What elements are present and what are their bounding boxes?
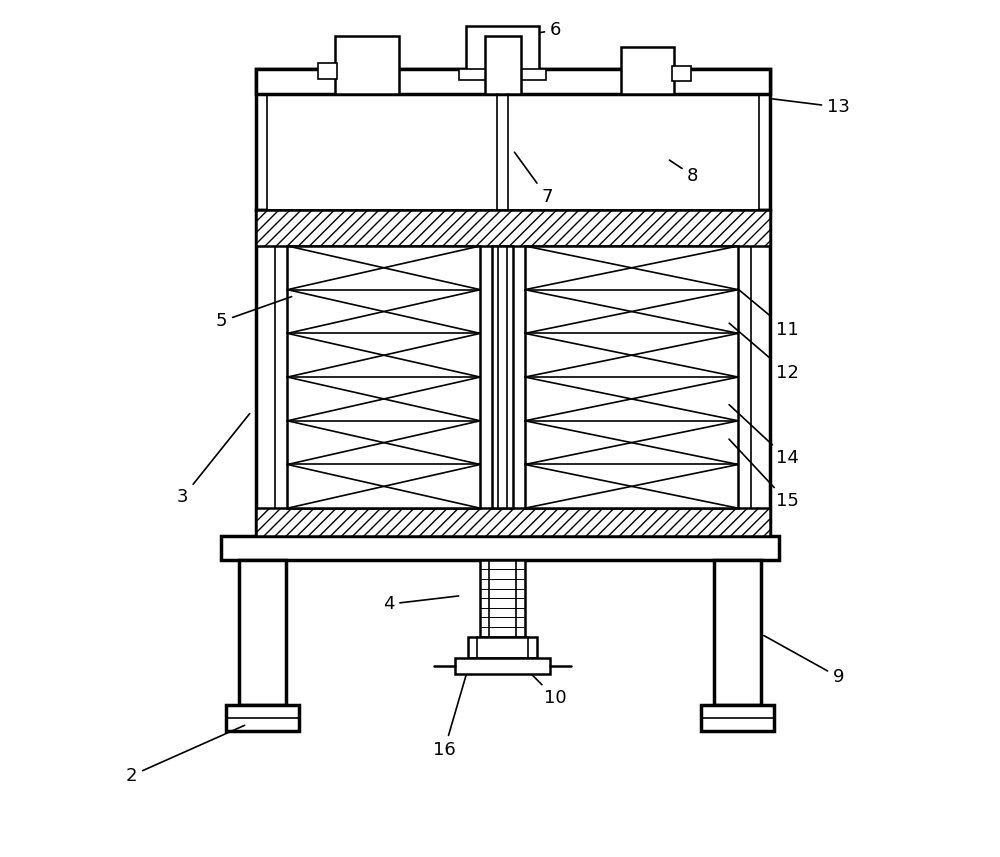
Text: 3: 3 xyxy=(177,414,250,506)
Bar xyxy=(459,69,546,80)
Bar xyxy=(318,63,337,79)
Bar xyxy=(256,210,770,536)
Bar xyxy=(256,508,770,536)
Text: 9: 9 xyxy=(764,636,844,686)
Bar xyxy=(621,47,674,94)
Text: 6: 6 xyxy=(507,21,561,39)
Bar xyxy=(701,705,774,731)
Bar xyxy=(287,246,480,508)
Bar xyxy=(672,66,691,81)
Bar xyxy=(468,637,537,658)
Bar xyxy=(256,69,770,94)
Bar xyxy=(267,80,759,210)
Bar xyxy=(485,36,521,94)
Text: 13: 13 xyxy=(773,98,850,117)
Bar xyxy=(243,560,277,578)
Bar xyxy=(455,658,550,674)
Bar xyxy=(275,229,751,517)
Bar xyxy=(480,560,525,637)
Text: 5: 5 xyxy=(216,297,292,331)
Bar xyxy=(723,560,757,578)
Text: 2: 2 xyxy=(126,725,245,785)
Text: 8: 8 xyxy=(669,160,699,185)
Bar xyxy=(714,560,761,705)
Text: 11: 11 xyxy=(738,289,798,339)
Text: 10: 10 xyxy=(532,674,567,708)
Text: 7: 7 xyxy=(514,153,553,207)
Bar xyxy=(239,560,286,705)
Text: 14: 14 xyxy=(729,405,799,468)
Bar xyxy=(256,523,770,536)
Bar xyxy=(256,69,770,210)
Bar xyxy=(335,36,399,94)
Bar xyxy=(466,26,539,73)
Bar xyxy=(256,210,770,246)
Text: 12: 12 xyxy=(729,323,799,382)
Text: 4: 4 xyxy=(383,595,459,614)
Bar xyxy=(221,536,779,560)
Bar xyxy=(226,705,299,731)
Text: 15: 15 xyxy=(729,439,799,511)
Text: 16: 16 xyxy=(433,650,474,759)
Bar xyxy=(525,246,738,508)
Bar xyxy=(492,246,513,508)
